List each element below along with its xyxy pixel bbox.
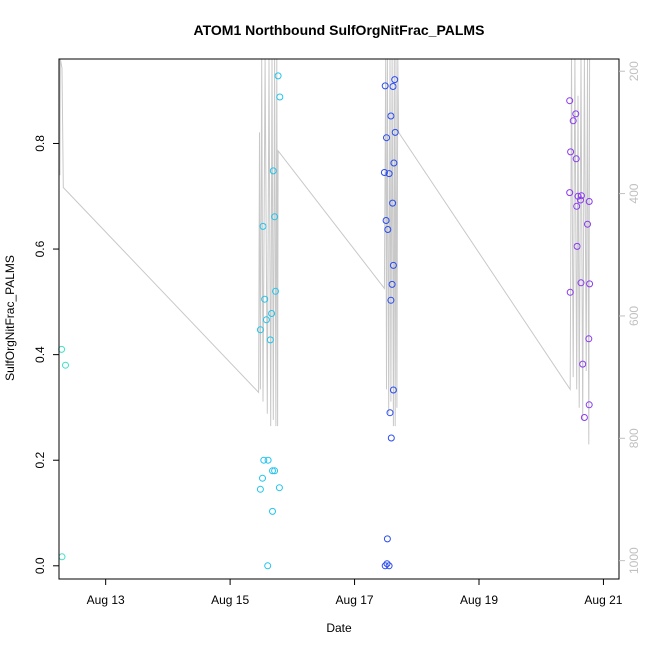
data-point bbox=[572, 155, 580, 163]
data-point bbox=[266, 336, 274, 344]
data-point bbox=[385, 170, 393, 178]
data-point bbox=[389, 261, 397, 269]
data-point bbox=[262, 316, 270, 324]
y-axis: 0.0 0.2 0.4 0.6 0.8 bbox=[33, 135, 59, 574]
x-tick-label: Aug 21 bbox=[584, 593, 622, 607]
y2-tick-label: 1000 bbox=[627, 547, 641, 574]
data-point bbox=[383, 560, 391, 568]
data-point bbox=[577, 192, 585, 200]
data-point bbox=[567, 148, 575, 156]
data-point bbox=[386, 409, 394, 417]
data-point bbox=[585, 335, 593, 343]
data-point bbox=[274, 72, 282, 80]
data-point bbox=[381, 82, 389, 90]
data-point bbox=[566, 97, 574, 105]
data-point bbox=[256, 326, 264, 334]
y-tick-label: 0.0 bbox=[33, 557, 47, 574]
y-tick-label: 0.4 bbox=[33, 346, 47, 363]
y-tick-label: 0.8 bbox=[33, 135, 47, 152]
y-tick-label: 0.6 bbox=[33, 240, 47, 257]
data-point bbox=[387, 112, 395, 120]
data-point bbox=[577, 196, 584, 204]
data-point bbox=[573, 242, 581, 250]
pressure-trace-line bbox=[59, 59, 591, 445]
chart-title: ATOM1 Northbound SulfOrgNitFrac_PALMS bbox=[194, 22, 485, 38]
data-point bbox=[260, 456, 268, 464]
data-point bbox=[569, 117, 577, 125]
x-tick-label: Aug 15 bbox=[211, 593, 249, 607]
data-point bbox=[389, 199, 397, 207]
data-point bbox=[586, 280, 594, 288]
x-axis: Aug 13 Aug 15 Aug 17 Aug 19 Aug 21 bbox=[87, 579, 623, 607]
data-point bbox=[579, 360, 587, 368]
data-point bbox=[573, 202, 581, 210]
data-point bbox=[585, 198, 593, 205]
y2-tick-label: 600 bbox=[627, 306, 641, 326]
data-point bbox=[384, 226, 392, 233]
plot-frame bbox=[58, 58, 620, 580]
data-point bbox=[382, 217, 390, 224]
data-point bbox=[566, 288, 574, 296]
y2-tick-label: 800 bbox=[627, 428, 641, 448]
data-point bbox=[62, 361, 69, 369]
y-axis-label: SulfOrgNitFrac_PALMS bbox=[3, 255, 17, 381]
data-point bbox=[389, 83, 397, 90]
right-pressure-axis: 200 400 600 800 1000 bbox=[619, 61, 641, 574]
data-point bbox=[391, 128, 399, 136]
data-point bbox=[264, 456, 272, 464]
data-point bbox=[259, 474, 266, 482]
y-tick-label: 0.2 bbox=[33, 452, 47, 469]
data-point bbox=[391, 76, 399, 84]
pressure-trace-layer bbox=[59, 59, 591, 445]
x-tick-label: Aug 19 bbox=[460, 593, 498, 607]
data-point bbox=[276, 93, 284, 101]
x-axis-label: Date bbox=[326, 621, 352, 635]
data-point bbox=[381, 562, 389, 570]
data-point bbox=[271, 213, 279, 221]
data-point bbox=[269, 507, 276, 515]
data-point bbox=[271, 467, 279, 475]
y2-tick-label: 200 bbox=[627, 61, 641, 81]
data-point bbox=[390, 159, 398, 167]
data-point bbox=[272, 287, 279, 295]
data-point bbox=[566, 189, 574, 197]
x-tick-label: Aug 17 bbox=[336, 593, 374, 607]
data-point bbox=[388, 280, 396, 288]
data-point bbox=[577, 279, 585, 287]
data-point bbox=[383, 134, 390, 142]
data-point bbox=[256, 485, 264, 493]
data-point bbox=[383, 535, 391, 543]
data-point bbox=[385, 562, 393, 570]
data-point bbox=[585, 401, 593, 409]
data-point bbox=[261, 295, 269, 303]
data-point bbox=[380, 169, 388, 176]
data-point bbox=[268, 310, 276, 317]
data-point bbox=[572, 110, 580, 118]
data-point bbox=[269, 167, 277, 175]
data-points-layer bbox=[58, 72, 594, 570]
data-point bbox=[259, 222, 267, 230]
y2-tick-label: 400 bbox=[627, 183, 641, 203]
data-point bbox=[389, 386, 397, 394]
data-point bbox=[269, 467, 276, 475]
data-point bbox=[387, 434, 395, 442]
data-point bbox=[387, 296, 395, 304]
data-point bbox=[580, 414, 588, 421]
data-point bbox=[584, 220, 591, 228]
data-point bbox=[264, 562, 272, 570]
x-tick-label: Aug 13 bbox=[87, 593, 125, 607]
data-point bbox=[275, 484, 283, 492]
